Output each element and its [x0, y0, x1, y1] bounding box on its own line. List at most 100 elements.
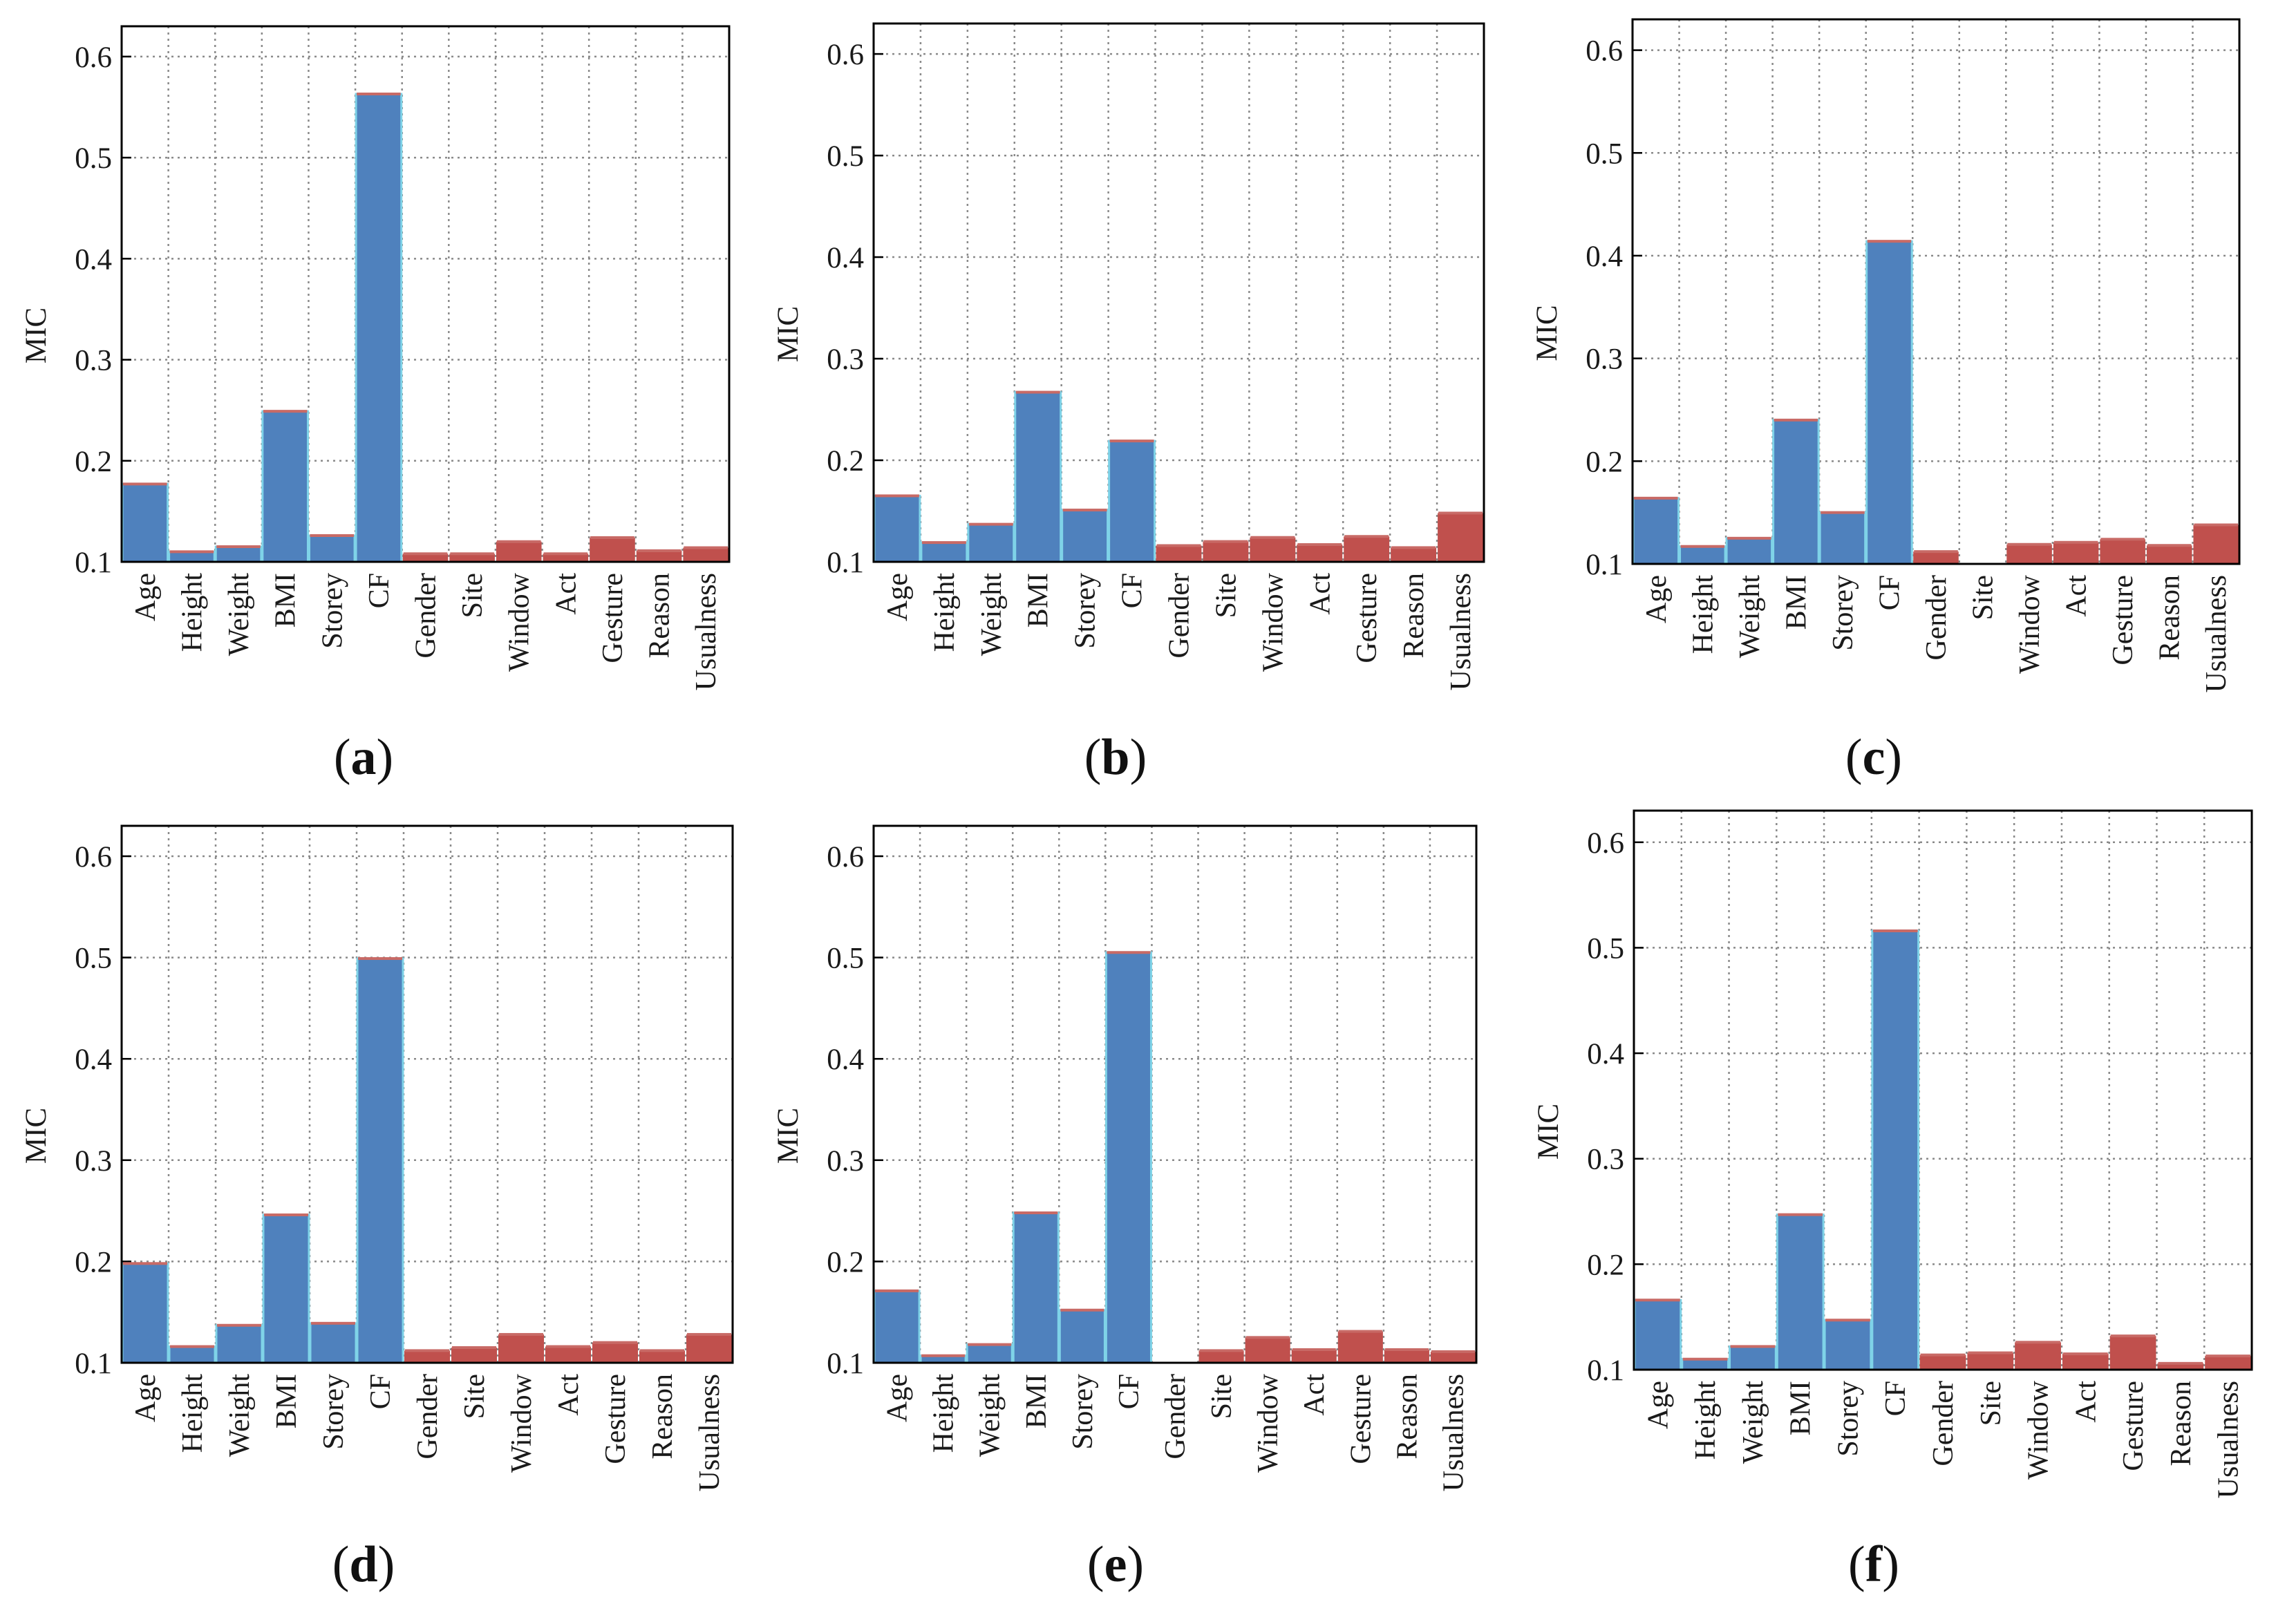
y-tick-label: 0.4 [1586, 240, 1623, 273]
x-tick-label: BMI [1780, 575, 1812, 630]
bar-act [2053, 542, 2099, 564]
bar-cap [263, 410, 308, 413]
y-axis-label: MIC [772, 306, 805, 362]
y-tick-label: 0.5 [827, 140, 864, 173]
bar-cap [1109, 440, 1154, 443]
x-tick-label: Act [1304, 573, 1336, 615]
y-tick-label: 0.2 [827, 445, 864, 478]
y-tick-label: 0.6 [75, 841, 112, 874]
bar-weight [1725, 537, 1774, 565]
bar-cap [590, 536, 634, 539]
bar-act [1297, 545, 1343, 562]
bar-cap [357, 92, 401, 95]
caption-paren-close: ) [1130, 729, 1147, 786]
x-tick-label: BMI [1023, 573, 1055, 627]
panel-caption: (e) [1087, 1536, 1144, 1593]
bar-cap [543, 552, 588, 556]
bar-window [496, 541, 542, 562]
bar-gender [402, 554, 449, 562]
bar-cap [1825, 1319, 1870, 1322]
bar-storey [1058, 1309, 1106, 1364]
y-tick-label: 0.6 [1586, 35, 1623, 68]
y-tick-label: 0.4 [827, 1044, 864, 1076]
x-tick-label: Site [1210, 573, 1242, 618]
x-tick-label: Height [1687, 575, 1719, 654]
x-tick-label: Reason [2165, 1381, 2197, 1466]
bar-window [2015, 1342, 2061, 1370]
x-tick-label: Gender [1928, 1381, 1959, 1466]
y-tick-label: 0.3 [827, 343, 864, 376]
bar-cap [1821, 511, 1865, 514]
x-tick-label: CF [1874, 575, 1906, 610]
bar-cap [1431, 1350, 1475, 1353]
bar-cap [1727, 536, 1771, 540]
bar-cap [1391, 546, 1436, 549]
x-tick-label: Height [176, 573, 208, 652]
x-tick-label: BMI [1021, 1374, 1053, 1428]
chart-panel-a: 0.1 0.2 0.3 0.4 0.5 0.6 Age Height Weight BMI Stor… [20, 25, 731, 786]
bar-cap [2015, 1341, 2060, 1344]
x-tick-label: Reason [644, 573, 676, 659]
y-tick-label: 0.2 [1587, 1249, 1624, 1281]
caption-letter: f [1865, 1536, 1883, 1593]
x-tick-label: Site [457, 573, 489, 618]
plot-frame [1631, 18, 2241, 565]
bar-cap [1199, 1349, 1243, 1352]
y-tick-label: 0.4 [75, 1044, 112, 1076]
bar-act [2062, 1354, 2109, 1370]
bar-cap [1203, 540, 1248, 543]
x-tick-label: Usualness [1445, 573, 1477, 690]
y-axis-label: MIC [772, 1108, 805, 1164]
x-tick-label: CF [1113, 1374, 1145, 1409]
bar-cap [2110, 1334, 2156, 1338]
bar-cap [1872, 929, 1918, 933]
panel-caption: (f) [1848, 1536, 1899, 1593]
bar-bmi [1012, 1211, 1060, 1364]
bar-cap [1968, 1351, 2013, 1354]
x-tick-label: Site [1975, 1381, 2007, 1426]
bar-cap [2062, 1352, 2108, 1356]
bar-gesture [1337, 1331, 1383, 1363]
caption-paren-close: ) [378, 1536, 395, 1593]
bar-cap [310, 534, 355, 537]
bar-weight [214, 545, 263, 563]
chart-panel-c: 0.1 0.2 0.3 0.4 0.5 0.6 Age Height Weight BMI Stor… [1531, 18, 2241, 786]
bar-gesture [1344, 536, 1390, 562]
bar-cap [403, 552, 448, 556]
y-tick-label: 0.5 [1587, 932, 1624, 965]
y-tick-label: 0.6 [827, 39, 864, 71]
y-tick-label: 0.2 [75, 1246, 112, 1278]
bar-cap [968, 522, 1013, 526]
x-tick-label: Window [506, 1373, 538, 1473]
y-tick-label: 0.3 [75, 345, 112, 377]
x-tick-label: Gesture [597, 573, 629, 663]
bar-gesture [2100, 539, 2145, 564]
bar-cap [358, 957, 402, 961]
caption-paren-open: ( [334, 729, 351, 786]
caption-letter: e [1104, 1536, 1127, 1593]
x-tick-label: Gender [411, 573, 442, 659]
bar-cap [1867, 240, 1912, 243]
y-tick-label: 0.6 [1587, 827, 1624, 860]
bar-gesture [592, 1342, 638, 1363]
bar-usualness [1430, 1351, 1476, 1363]
bar-gender [1919, 1354, 1966, 1370]
x-tick-label: Gesture [1351, 573, 1383, 663]
x-tick-label: Storey [1067, 1374, 1099, 1450]
x-tick-label: Reason [2154, 575, 2186, 661]
bar-cap [1384, 1348, 1429, 1351]
panel-caption: (c) [1845, 729, 1902, 786]
bar-storey [309, 1322, 357, 1364]
bar-reason [636, 550, 682, 562]
x-tick-label: Weight [223, 573, 255, 657]
bar-usualness [686, 1334, 732, 1363]
bar-cap [1250, 536, 1295, 539]
x-tick-label: BMI [270, 573, 302, 627]
x-tick-label: Act [2061, 575, 2093, 617]
y-axis-label: MIC [1531, 305, 1563, 361]
x-tick-label: Usualness [690, 573, 722, 690]
bar-bmi [1776, 1214, 1825, 1371]
bar-age [873, 494, 921, 563]
bar-cap [169, 550, 214, 554]
bar-cap [2053, 540, 2098, 544]
